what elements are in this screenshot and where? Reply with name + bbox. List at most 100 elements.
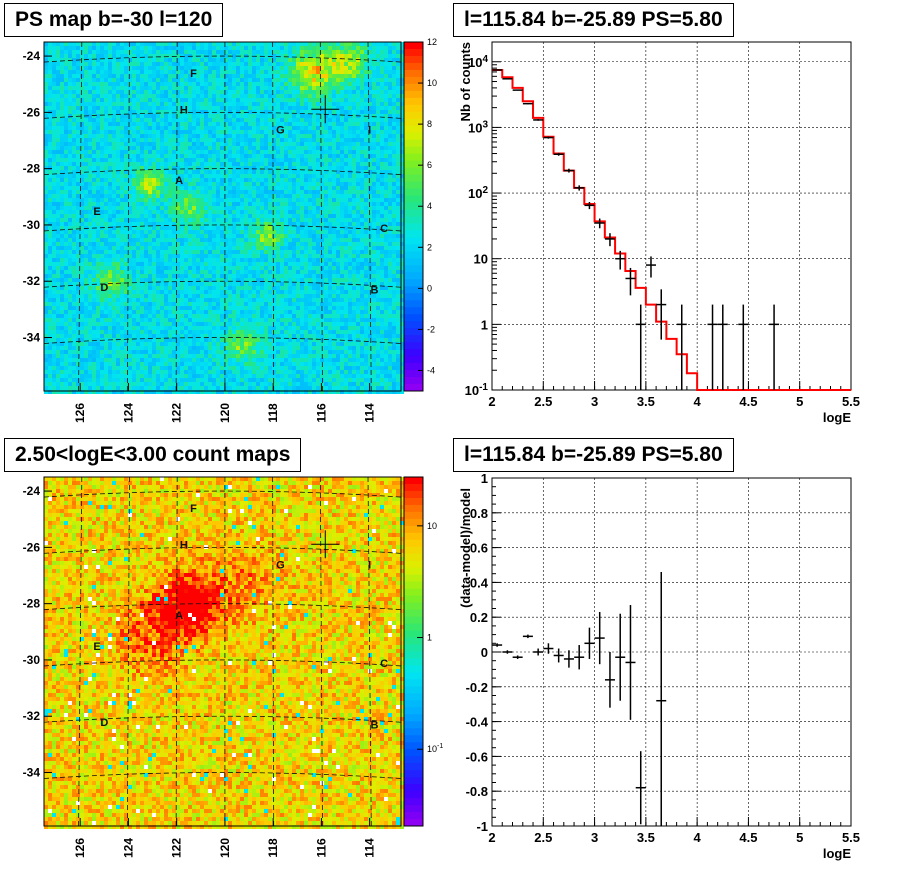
map-pixel — [168, 90, 172, 94]
map-pixel — [336, 134, 340, 138]
map-pixel — [388, 46, 392, 50]
map-pixel — [60, 142, 64, 146]
map-pixel — [128, 82, 132, 86]
map-pixel — [92, 142, 96, 146]
map-pixel — [332, 42, 336, 46]
map-pixel — [124, 126, 128, 130]
map-pixel — [232, 42, 236, 46]
map-pixel — [244, 130, 248, 134]
map-pixel — [260, 126, 264, 130]
map-pixel — [148, 106, 152, 110]
map-pixel — [280, 58, 284, 62]
map-pixel — [304, 74, 308, 78]
map-pixel — [348, 50, 352, 54]
map-pixel — [128, 78, 132, 82]
map-pixel — [392, 82, 396, 86]
map-pixel — [384, 118, 388, 122]
map-pixel — [64, 118, 68, 122]
map-pixel — [244, 86, 248, 90]
map-pixel — [240, 78, 244, 82]
map-pixel — [216, 58, 220, 62]
map-pixel — [216, 86, 220, 90]
map-pixel — [208, 82, 212, 86]
map-pixel — [352, 126, 356, 130]
map-pixel — [48, 118, 52, 122]
map-pixel — [260, 122, 264, 126]
map-pixel — [360, 110, 364, 114]
map-pixel — [228, 106, 232, 110]
map-pixel — [324, 98, 328, 102]
map-pixel — [248, 114, 252, 118]
map-pixel — [80, 106, 84, 110]
map-pixel — [360, 66, 364, 70]
map-pixel — [92, 50, 96, 54]
map-pixel — [376, 110, 380, 114]
map-pixel — [236, 62, 240, 66]
map-pixel — [324, 78, 328, 82]
map-pixel — [284, 98, 288, 102]
map-pixel — [44, 142, 48, 146]
map-pixel — [324, 122, 328, 126]
map-pixel — [256, 114, 260, 118]
map-pixel — [128, 106, 132, 110]
map-pixel — [112, 106, 116, 110]
map-pixel — [212, 58, 216, 62]
map-pixel — [156, 66, 160, 70]
map-pixel — [280, 118, 284, 122]
map-pixel — [60, 134, 64, 138]
map-pixel — [392, 102, 396, 106]
map-pixel — [124, 134, 128, 138]
map-pixel — [360, 50, 364, 54]
map-pixel — [68, 118, 72, 122]
map-pixel — [48, 46, 52, 50]
map-pixel — [212, 82, 216, 86]
map-pixel — [52, 130, 56, 134]
map-pixel — [396, 142, 400, 146]
map-pixel — [124, 46, 128, 50]
map-pixel — [164, 54, 168, 58]
map-pixel — [144, 142, 148, 146]
map-pixel — [244, 146, 248, 150]
map-pixel — [348, 130, 352, 134]
map-pixel — [200, 50, 204, 54]
map-pixel — [372, 126, 376, 130]
map-pixel — [360, 46, 364, 50]
map-pixel — [120, 90, 124, 94]
map-pixel — [292, 138, 296, 142]
map-pixel — [68, 86, 72, 90]
map-pixel — [380, 62, 384, 66]
map-pixel — [228, 62, 232, 66]
map-pixel — [344, 126, 348, 130]
map-pixel — [240, 110, 244, 114]
map-pixel — [276, 66, 280, 70]
map-pixel — [184, 138, 188, 142]
map-pixel — [220, 102, 224, 106]
map-pixel — [144, 50, 148, 54]
map-pixel — [252, 98, 256, 102]
map-pixel — [252, 78, 256, 82]
map-pixel — [240, 134, 244, 138]
map-pixel — [132, 46, 136, 50]
map-pixel — [156, 102, 160, 106]
map-pixel — [304, 94, 308, 98]
map-pixel — [344, 122, 348, 126]
map-pixel — [260, 70, 264, 74]
map-pixel — [228, 126, 232, 130]
map-pixel — [292, 70, 296, 74]
map-pixel — [284, 66, 288, 70]
map-pixel — [372, 46, 376, 50]
map-pixel — [384, 94, 388, 98]
map-pixel — [284, 50, 288, 54]
map-pixel — [244, 66, 248, 70]
map-pixel — [124, 106, 128, 110]
map-pixel — [108, 94, 112, 98]
map-pixel — [104, 82, 108, 86]
map-pixel — [184, 90, 188, 94]
map-pixel — [116, 102, 120, 106]
map-pixel — [60, 130, 64, 134]
map-pixel — [64, 82, 68, 86]
map-pixel — [352, 78, 356, 82]
map-pixel — [220, 130, 224, 134]
map-pixel — [348, 134, 352, 138]
map-pixel — [104, 130, 108, 134]
